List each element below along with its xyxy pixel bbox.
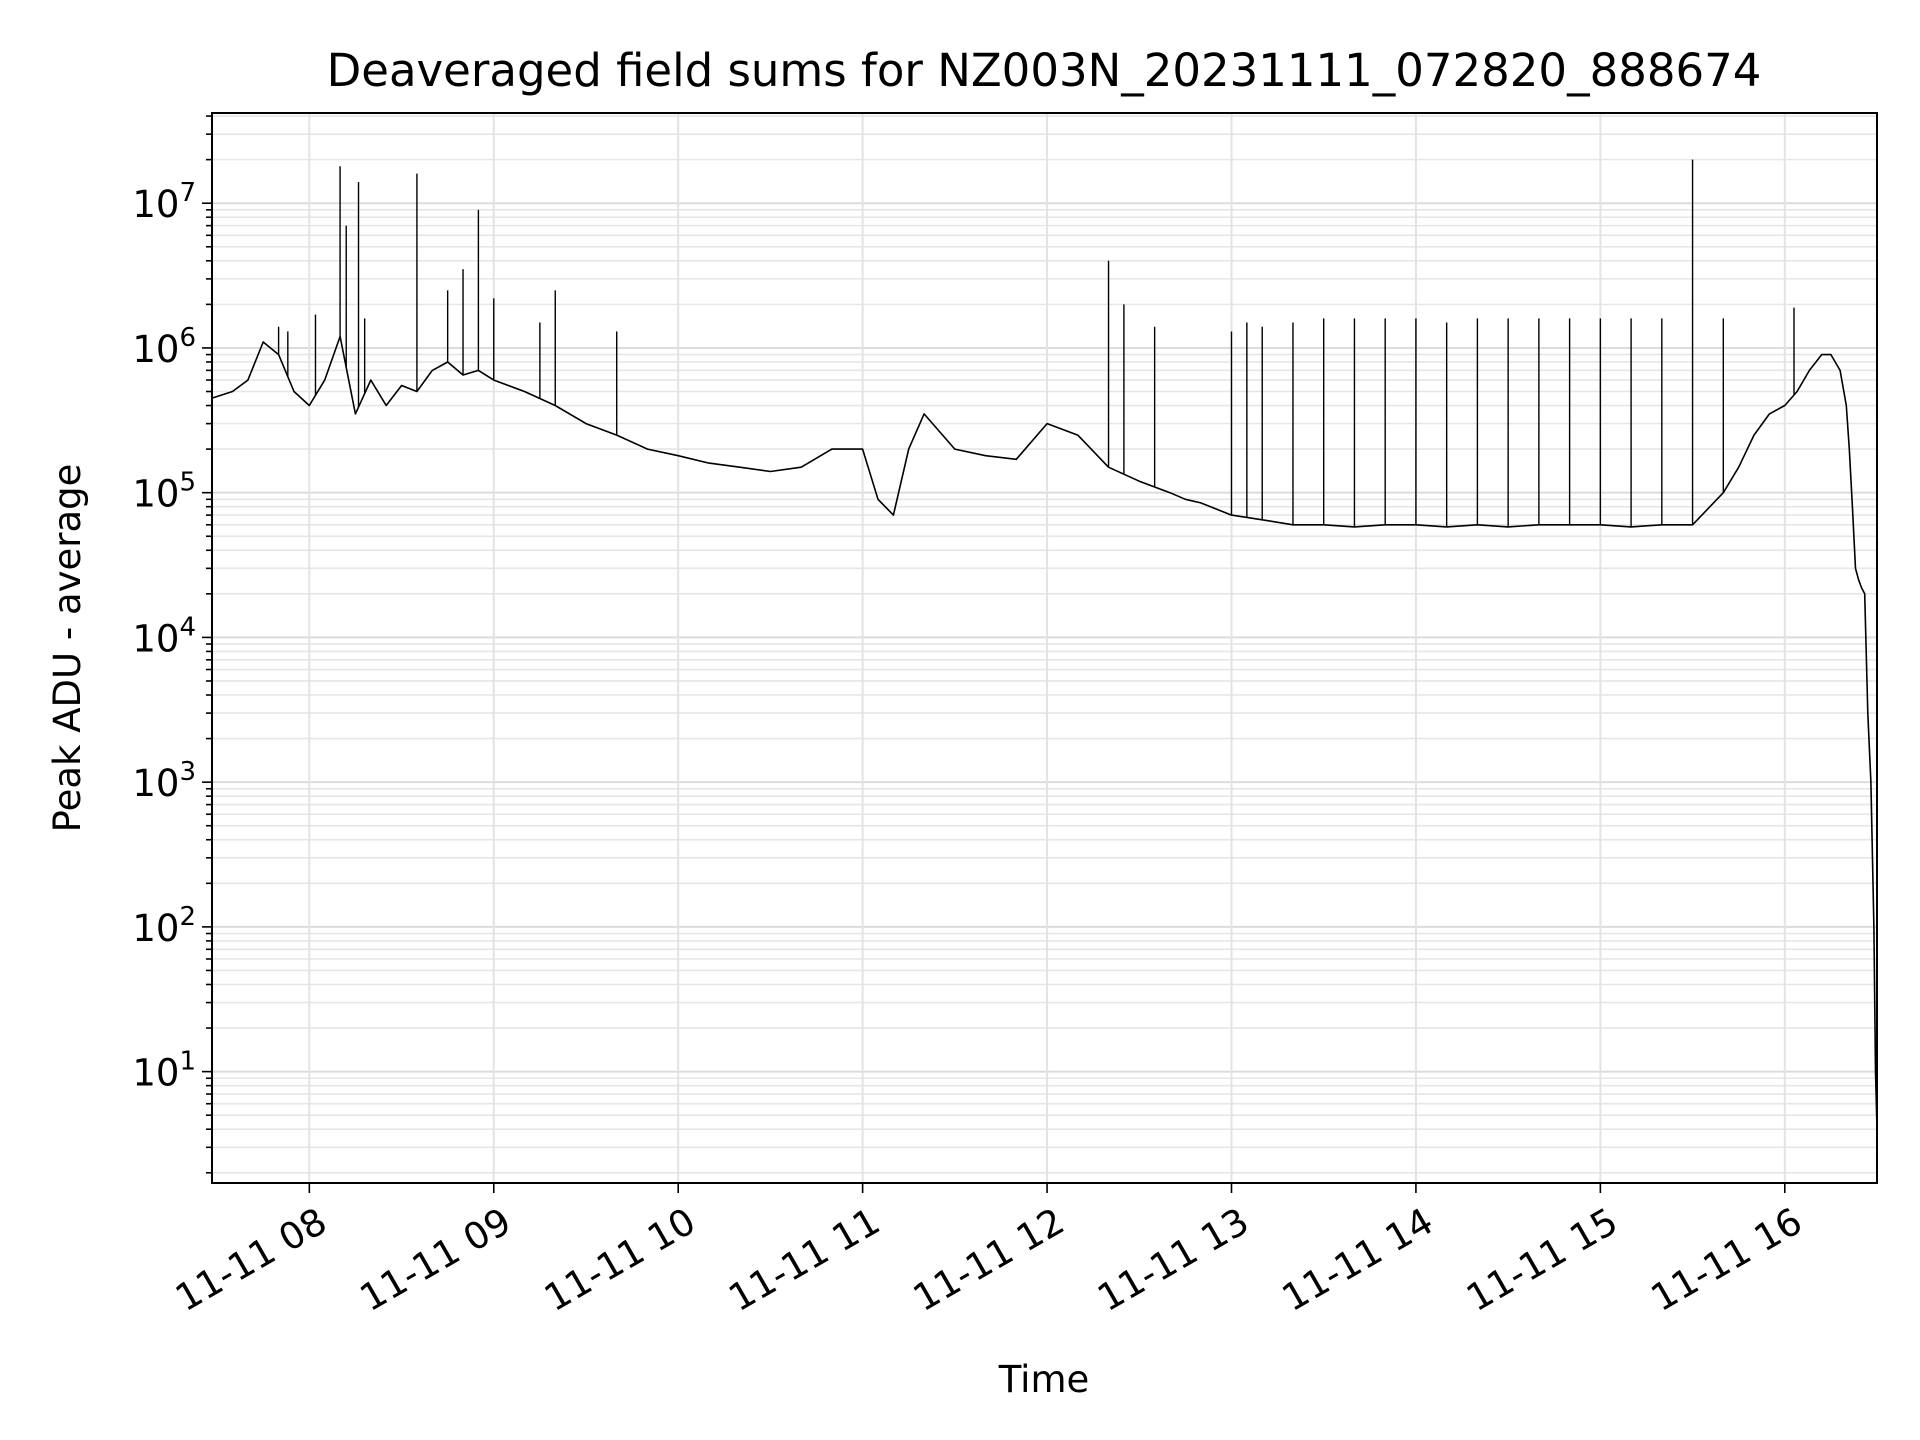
data-series [211, 159, 1878, 1130]
y-tick-label: 104 [132, 612, 196, 660]
y-tick-label: 106 [132, 323, 196, 371]
grid [212, 113, 1877, 1183]
plot-area [211, 112, 1878, 1184]
y-tick-label: 101 [132, 1047, 196, 1095]
y-tick-label: 103 [132, 757, 196, 805]
chart-title: Deaveraged field sums for NZ003N_2023111… [327, 44, 1762, 97]
y-axis-label: Peak ADU - average [46, 464, 89, 833]
y-tick-label: 107 [132, 178, 196, 226]
y-tick-label: 105 [132, 468, 196, 516]
x-axis-label: Time [998, 1358, 1090, 1401]
series-line [211, 335, 1878, 1130]
y-tick-label: 102 [132, 902, 196, 950]
